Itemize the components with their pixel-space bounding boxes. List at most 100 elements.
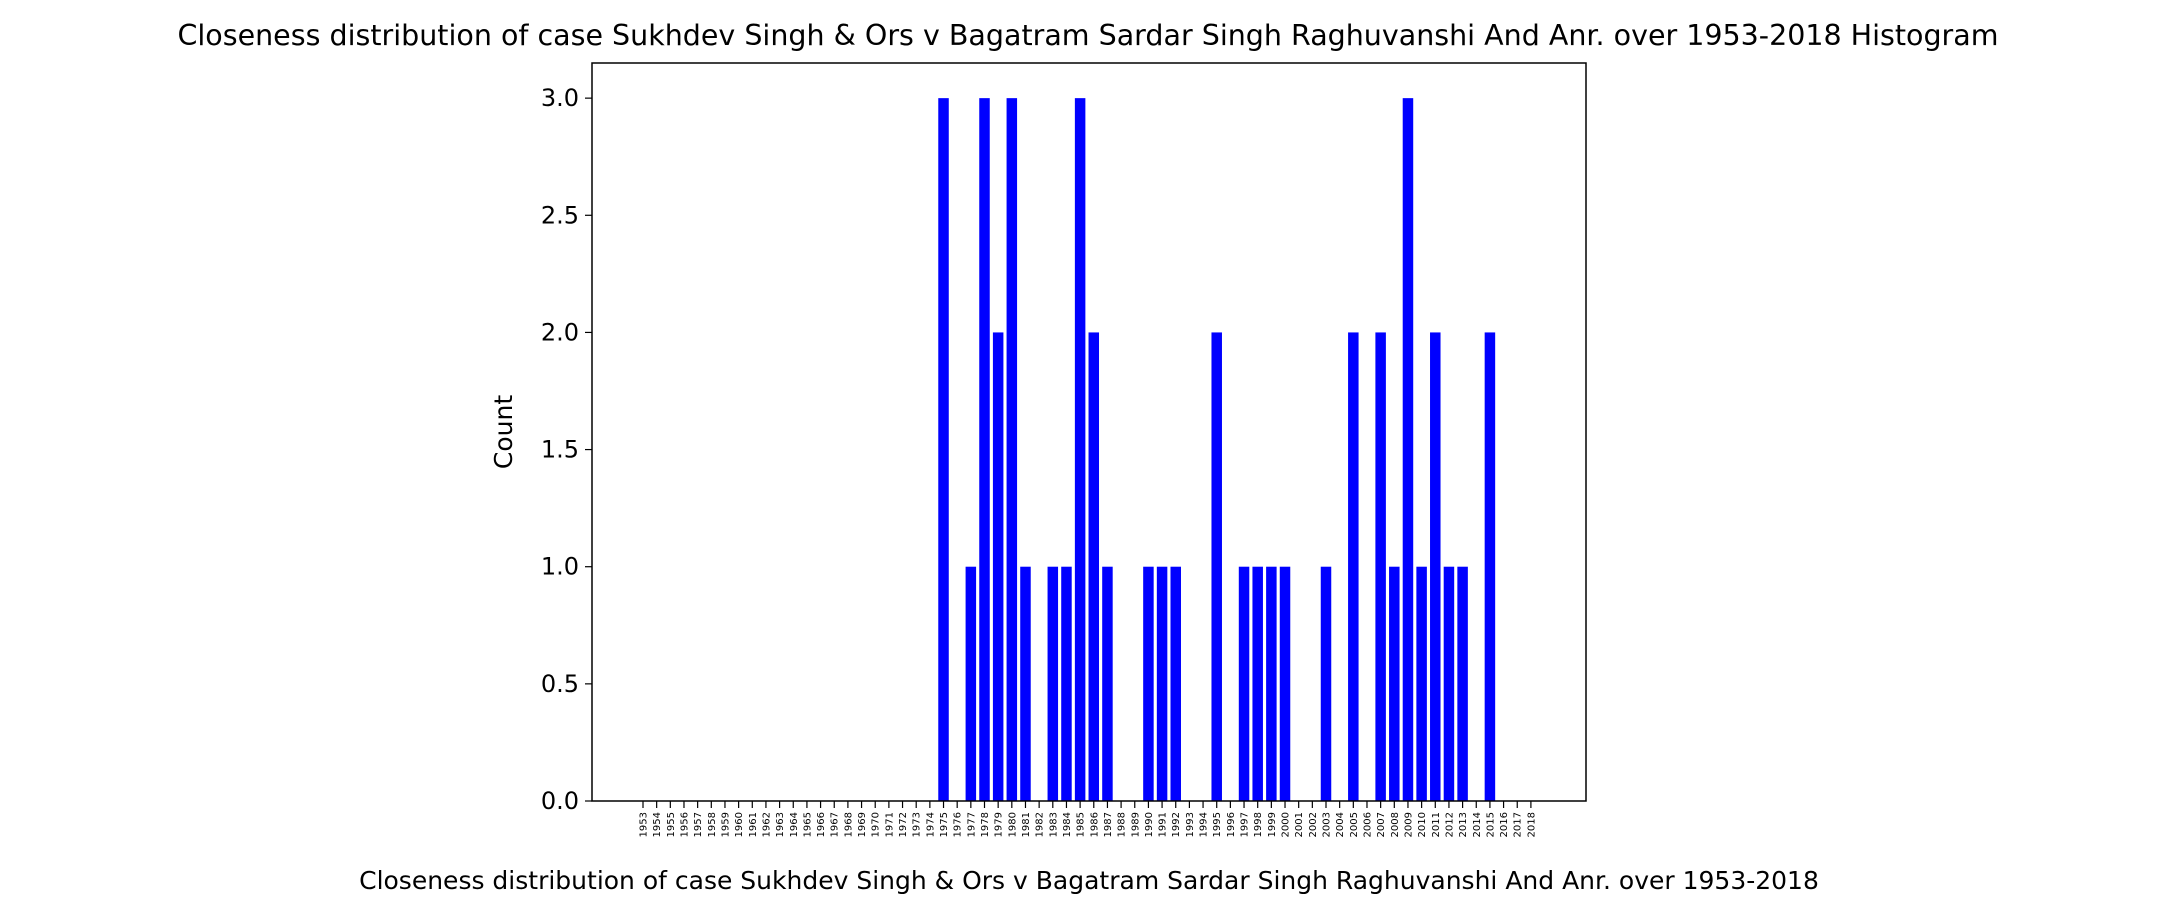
bar-1986 [1088, 332, 1100, 801]
x-tick-label-2002: 2002 [1308, 812, 1319, 837]
bar-2010 [1416, 566, 1427, 801]
bar-1999 [1266, 566, 1277, 801]
x-tick-label-2010: 2010 [1417, 812, 1428, 837]
y-tick-label-1: 0.5 [541, 670, 579, 698]
plot-frame [591, 62, 1587, 802]
y-tick-label-0: 0.0 [541, 787, 579, 815]
x-tick-label-1986: 1986 [1089, 812, 1100, 837]
bar-2000 [1279, 566, 1291, 801]
x-tick-label-2012: 2012 [1444, 812, 1455, 837]
bar-1977 [965, 566, 977, 801]
bar-1979 [992, 332, 1004, 801]
x-tick-label-2006: 2006 [1362, 812, 1373, 837]
x-axis-label: Closeness distribution of case Sukhdev S… [359, 866, 1819, 895]
x-tick-label-1990: 1990 [1144, 812, 1155, 837]
x-tick-label-1997: 1997 [1240, 812, 1251, 837]
x-tick-label-2009: 2009 [1403, 812, 1414, 837]
x-tick-label-2011: 2011 [1431, 812, 1442, 837]
x-tick-label-1983: 1983 [1048, 812, 1059, 837]
x-tick-label-1973: 1973 [912, 812, 923, 837]
x-tick-label-2014: 2014 [1472, 812, 1483, 837]
y-tick-label-3: 1.5 [541, 436, 579, 464]
x-tick-label-1953: 1953 [639, 812, 650, 837]
x-tick-label-1989: 1989 [1130, 812, 1141, 837]
bar-2005 [1348, 332, 1359, 801]
x-tick-label-1980: 1980 [1007, 812, 1018, 837]
x-tick-label-1992: 1992 [1171, 812, 1182, 837]
bar-2009 [1402, 98, 1414, 801]
bar-1987 [1102, 566, 1113, 801]
x-tick-label-1954: 1954 [652, 812, 663, 837]
x-tick-label-2016: 2016 [1499, 812, 1510, 837]
x-tick-label-2015: 2015 [1485, 812, 1496, 837]
x-tick-label-1994: 1994 [1199, 812, 1210, 837]
x-tick-label-2003: 2003 [1322, 812, 1333, 837]
bar-1983 [1047, 566, 1059, 801]
x-tick-label-1969: 1969 [857, 812, 868, 837]
bar-1992 [1170, 566, 1181, 801]
x-tick-label-1967: 1967 [830, 812, 841, 837]
x-tick-label-1955: 1955 [666, 812, 677, 837]
x-tick-label-1958: 1958 [707, 812, 718, 837]
bar-1985 [1074, 98, 1086, 801]
x-tick-label-1975: 1975 [939, 812, 950, 837]
bar-2012 [1443, 566, 1455, 801]
x-tick-label-1987: 1987 [1103, 812, 1114, 837]
x-tick-label-1972: 1972 [898, 812, 909, 837]
x-tick-label-1984: 1984 [1062, 812, 1073, 837]
x-tick-label-1993: 1993 [1185, 812, 1196, 837]
x-tick-label-1988: 1988 [1117, 812, 1128, 837]
bar-1995 [1211, 332, 1222, 801]
x-tick-label-1970: 1970 [871, 812, 882, 837]
x-tick-label-1985: 1985 [1076, 812, 1087, 837]
x-tick-label-2013: 2013 [1458, 812, 1469, 837]
x-tick-label-1964: 1964 [789, 812, 800, 837]
bar-1980 [1006, 98, 1018, 801]
x-tick-label-1971: 1971 [884, 812, 895, 837]
x-tick-label-1963: 1963 [775, 812, 786, 837]
y-tick-label-2: 1.0 [541, 553, 579, 581]
bars-group [938, 98, 1496, 801]
x-tick-label-1966: 1966 [816, 812, 827, 837]
x-tick-label-2005: 2005 [1349, 812, 1360, 837]
x-tick-label-2018: 2018 [1526, 812, 1537, 837]
x-tick-label-1998: 1998 [1253, 812, 1264, 837]
x-tick-label-1978: 1978 [980, 812, 991, 837]
x-tick-label-1996: 1996 [1226, 812, 1237, 837]
y-tick-label-5: 2.5 [541, 201, 579, 229]
x-tick-label-1962: 1962 [761, 812, 772, 837]
chart-title: Closeness distribution of case Sukhdev S… [177, 19, 1998, 52]
x-tick-label-1982: 1982 [1035, 812, 1046, 837]
y-tick-label-4: 2.0 [541, 318, 579, 346]
bar-1981 [1020, 566, 1031, 801]
x-tick-label-1957: 1957 [693, 812, 704, 837]
bar-1997 [1238, 566, 1250, 801]
x-tick-label-2001: 2001 [1294, 812, 1305, 837]
x-tick-label-2004: 2004 [1335, 812, 1346, 837]
bar-1978 [979, 98, 990, 801]
x-tick-label-1965: 1965 [802, 812, 813, 837]
bar-1975 [938, 98, 949, 801]
x-axis: 1953 1954 1955 1956 1957 1958 1959 1960 1961 1962… [639, 801, 1537, 837]
x-tick-label-1979: 1979 [994, 812, 1005, 837]
x-tick-label-2000: 2000 [1281, 812, 1292, 837]
x-tick-label-1961: 1961 [748, 812, 759, 837]
bar-2007 [1375, 332, 1386, 801]
y-axis: 0.0 0.5 1.0 1.5 2.0 2.5 3.0 [541, 84, 592, 815]
x-tick-label-1959: 1959 [720, 812, 731, 837]
bar-2008 [1389, 566, 1400, 801]
x-tick-label-1974: 1974 [925, 812, 936, 837]
x-tick-label-1960: 1960 [734, 812, 745, 837]
bar-1991 [1156, 566, 1168, 801]
x-tick-label-1956: 1956 [679, 812, 690, 837]
bar-2013 [1457, 566, 1468, 801]
x-tick-label-1995: 1995 [1212, 812, 1223, 837]
bar-1984 [1061, 566, 1072, 801]
bar-2015 [1484, 332, 1496, 801]
bar-1990 [1143, 566, 1154, 801]
y-tick-label-6: 3.0 [541, 84, 579, 112]
bar-1998 [1252, 566, 1263, 801]
x-tick-label-1976: 1976 [953, 812, 964, 837]
x-tick-label-2008: 2008 [1390, 812, 1401, 837]
